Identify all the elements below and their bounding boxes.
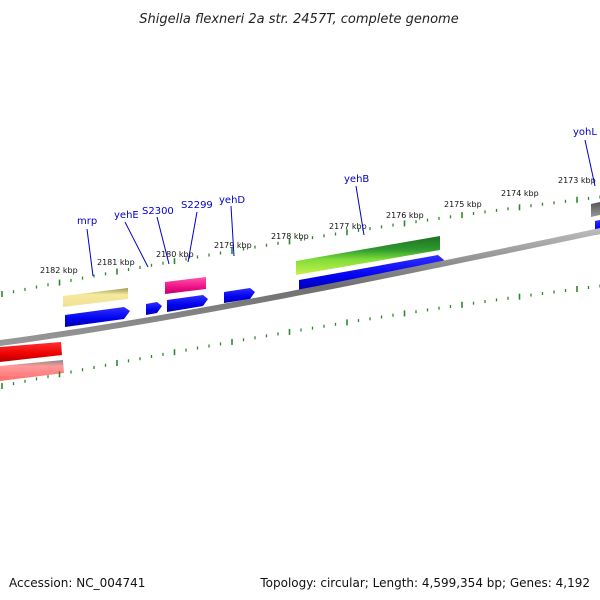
cds-arrow-yehE	[167, 295, 208, 312]
callout-yehE	[124, 221, 149, 268]
genome-backbone	[0, 228, 600, 346]
callout-yehB	[355, 185, 365, 236]
callout-mrp	[86, 228, 94, 277]
callout-S2300	[156, 216, 170, 265]
feature-green-band	[296, 236, 440, 275]
cds-arrow-small	[146, 302, 162, 315]
feature-red-band	[0, 342, 62, 362]
gene-label-yehE: yehE	[114, 210, 139, 221]
tick-label-2181: 2181 kbp	[97, 258, 135, 267]
cds-arrows	[65, 220, 600, 327]
reverse-features	[0, 342, 64, 381]
gene-labels: mrp yehE S2300 S2299 yehD yehB yohL	[77, 127, 597, 227]
gene-label-yehB: yehB	[344, 174, 369, 185]
callout-S2299	[187, 211, 198, 263]
callout-yohL	[584, 139, 596, 187]
tick-label-2179: 2179 kbp	[214, 241, 252, 250]
feature-magenta-band	[165, 277, 206, 294]
accession-text: Accession: NC_004741	[9, 576, 145, 590]
tick-label-2176: 2176 kbp	[386, 211, 424, 220]
gene-label-S2299: S2299	[181, 200, 213, 211]
tick-label-2173: 2173 kbp	[558, 176, 596, 185]
feature-khaki-band	[63, 288, 128, 307]
feature-grey-stub-right	[591, 202, 600, 217]
tick-label-2175: 2175 kbp	[444, 200, 482, 209]
upper-features	[63, 202, 600, 307]
cds-arrow-mrp	[65, 307, 130, 327]
gene-label-mrp: mrp	[77, 216, 97, 227]
gene-callouts	[86, 139, 596, 277]
tick-label-2178: 2178 kbp	[271, 232, 309, 241]
tick-label-2180: 2180 kbp	[156, 250, 194, 259]
map-title: Shigella flexneri 2a str. 2457T, complet…	[139, 12, 458, 27]
gene-label-yehD: yehD	[219, 195, 245, 206]
lower-ruler	[1, 284, 600, 389]
gene-label-yohL: yohL	[573, 127, 597, 138]
genome-summary-text: Topology: circular; Length: 4,599,354 bp…	[259, 576, 590, 590]
tick-label-2174: 2174 kbp	[501, 189, 539, 198]
tick-labels: 2182 kbp 2181 kbp 2180 kbp 2179 kbp 2178…	[40, 176, 596, 275]
gene-label-S2300: S2300	[142, 206, 174, 217]
tick-label-2177: 2177 kbp	[329, 222, 367, 231]
callout-yehD	[230, 205, 235, 257]
tick-label-2182: 2182 kbp	[40, 266, 78, 275]
feature-pink-band	[0, 360, 64, 381]
upper-ruler	[1, 195, 600, 297]
cds-arrow-yehD	[224, 288, 255, 303]
